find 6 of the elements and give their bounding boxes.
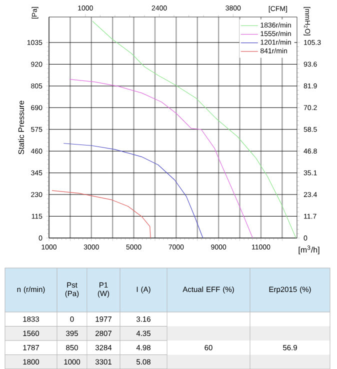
line-series xyxy=(52,190,151,238)
line-series xyxy=(92,20,296,238)
y-axis-title: Static Pressure xyxy=(18,100,24,154)
x-axis-title: [m$^{3}$/h] xyxy=(298,246,320,254)
line-series xyxy=(69,79,254,238)
line-series xyxy=(63,143,204,238)
